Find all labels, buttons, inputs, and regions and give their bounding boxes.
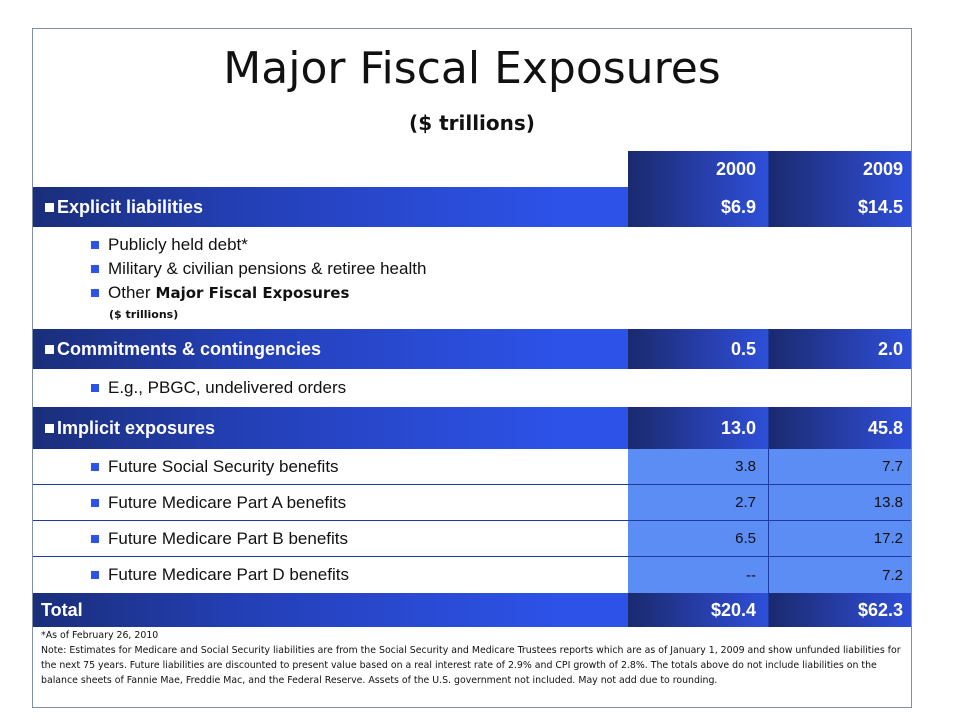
implicit-item-2000: 3.8 [628, 449, 768, 484]
implicit-item-label: Future Social Security benefits [33, 449, 628, 484]
explicit-2000: $6.9 [628, 187, 768, 227]
total-label: Total [41, 599, 83, 620]
implicit-exposures-label: Implicit exposures [33, 407, 628, 449]
explicit-items-row: Publicly held debt* Military & civilian … [33, 227, 911, 329]
square-bullet-icon [45, 423, 54, 433]
explicit-2009: $14.5 [768, 187, 911, 227]
implicit-item-2009: 17.2 [768, 521, 911, 556]
square-bullet-icon [91, 534, 99, 543]
footnote-note: Note: Estimates for Medicare and Social … [41, 645, 901, 686]
square-bullet-icon [91, 289, 99, 297]
implicit-2000: 13.0 [628, 407, 768, 449]
page-subtitle: ($ trillions) [409, 111, 535, 135]
square-bullet-icon [91, 265, 99, 273]
commitments-label: Commitments & contingencies [33, 329, 628, 369]
explicit-liabilities-text: Explicit liabilities [57, 196, 204, 217]
list-item-subtext: ($ trillions) [109, 307, 179, 321]
square-bullet-icon [91, 498, 99, 507]
table-header-row: 2000 2009 [33, 151, 911, 187]
commitments-row: Commitments & contingencies 0.5 2.0 [33, 329, 911, 369]
implicit-item-2009: 7.2 [768, 557, 911, 593]
table-row: Future Medicare Part D benefits -- 7.2 [33, 557, 911, 593]
total-2000: $20.4 [628, 593, 768, 627]
header-2009: 2009 [768, 151, 911, 187]
footnote-asof: *As of February 26, 2010 [41, 630, 159, 641]
square-bullet-icon [91, 384, 99, 392]
total-2009: $62.3 [768, 593, 911, 627]
commitments-2009: 2.0 [768, 329, 911, 369]
square-bullet-icon [91, 241, 99, 249]
footnotes: *As of February 26, 2010 Note: Estimates… [33, 625, 911, 688]
list-item: Publicly held debt* [91, 233, 248, 257]
slide-frame: Major Fiscal Exposures ($ trillions) 200… [32, 28, 912, 708]
implicit-item-label: Future Medicare Part B benefits [33, 521, 628, 556]
title-box: Major Fiscal Exposures ($ trillions) [33, 29, 911, 152]
commitments-2000: 0.5 [628, 329, 768, 369]
explicit-liabilities-row: Explicit liabilities $6.9 $14.5 [33, 187, 911, 227]
implicit-item-label: Future Medicare Part A benefits [33, 485, 628, 520]
square-bullet-icon [45, 202, 54, 212]
implicit-item-2000: 2.7 [628, 485, 768, 520]
table-row: Future Social Security benefits 3.8 7.7 [33, 449, 911, 485]
implicit-item-2009: 7.7 [768, 449, 911, 484]
implicit-item-2000: -- [628, 557, 768, 593]
implicit-exposures-row: Implicit exposures 13.0 45.8 [33, 407, 911, 449]
square-bullet-icon [45, 344, 54, 354]
header-2000: 2000 [628, 151, 768, 187]
square-bullet-icon [91, 462, 99, 471]
page-title: Major Fiscal Exposures [223, 43, 721, 94]
list-item: E.g., PBGC, undelivered orders [33, 369, 628, 407]
implicit-item-2009: 13.8 [768, 485, 911, 520]
square-bullet-icon [91, 571, 99, 579]
implicit-item-2000: 6.5 [628, 521, 768, 556]
table-row: Future Medicare Part B benefits 6.5 17.2 [33, 521, 911, 557]
table-row: Future Medicare Part A benefits 2.7 13.8 [33, 485, 911, 521]
list-item: Military & civilian pensions & retiree h… [91, 257, 426, 281]
commitments-item-row: E.g., PBGC, undelivered orders [33, 369, 911, 407]
list-item: Other Major Fiscal Exposures [91, 281, 349, 305]
total-row: Total $20.4 $62.3 [33, 593, 911, 627]
header-label-cell [33, 151, 628, 187]
implicit-item-label: Future Medicare Part D benefits [33, 557, 628, 593]
explicit-liabilities-label: Explicit liabilities [33, 187, 628, 227]
explicit-items-list: Publicly held debt* Military & civilian … [33, 227, 628, 329]
implicit-2009: 45.8 [768, 407, 911, 449]
